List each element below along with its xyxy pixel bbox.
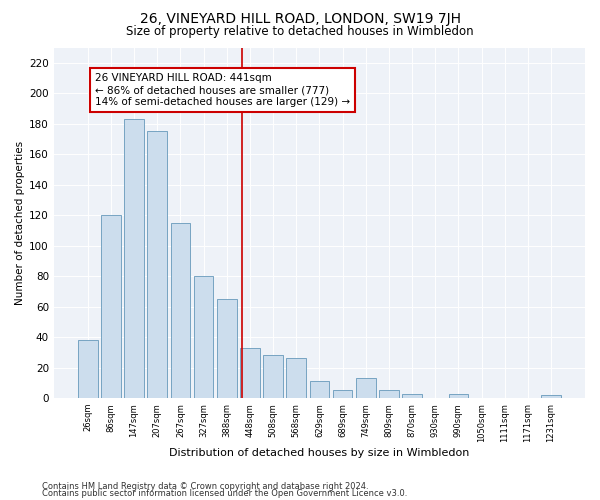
Bar (541, 395, 561, 398)
Bar (240, 348, 260, 398)
Bar (217, 299, 236, 398)
Text: Size of property relative to detached houses in Wimbledon: Size of property relative to detached ho… (126, 25, 474, 38)
Text: 26, VINEYARD HILL ROAD, LONDON, SW19 7JH: 26, VINEYARD HILL ROAD, LONDON, SW19 7JH (139, 12, 461, 26)
Bar (356, 378, 376, 398)
Bar (148, 132, 167, 398)
Bar (124, 119, 144, 398)
Bar (170, 223, 190, 398)
X-axis label: Distribution of detached houses by size in Wimbledon: Distribution of detached houses by size … (169, 448, 470, 458)
Bar (402, 394, 422, 398)
Bar (101, 215, 121, 398)
Bar (194, 276, 214, 398)
Bar (333, 390, 352, 398)
Y-axis label: Number of detached properties: Number of detached properties (15, 140, 25, 305)
Bar (286, 358, 306, 398)
Bar (449, 394, 468, 398)
Bar (310, 382, 329, 398)
Bar (263, 356, 283, 398)
Text: Contains public sector information licensed under the Open Government Licence v3: Contains public sector information licen… (42, 490, 407, 498)
Bar (78, 340, 98, 398)
Text: 26 VINEYARD HILL ROAD: 441sqm
← 86% of detached houses are smaller (777)
14% of : 26 VINEYARD HILL ROAD: 441sqm ← 86% of d… (95, 74, 350, 106)
Bar (379, 390, 399, 398)
Text: Contains HM Land Registry data © Crown copyright and database right 2024.: Contains HM Land Registry data © Crown c… (42, 482, 368, 491)
